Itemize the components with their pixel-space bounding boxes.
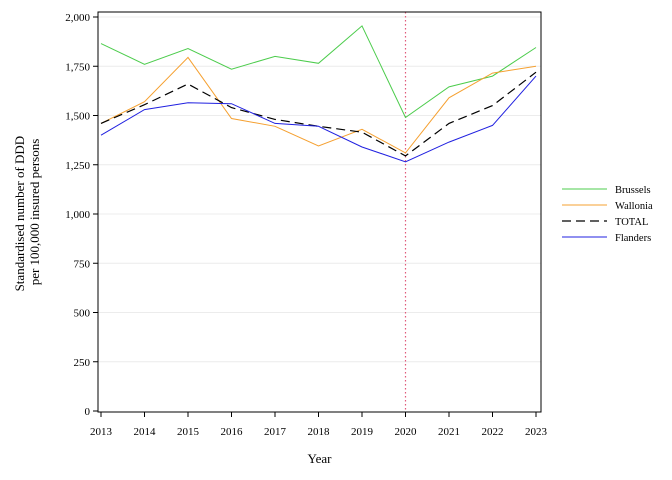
y-tick-label-8: 2,000	[65, 12, 90, 24]
y-tick-label-2: 500	[74, 308, 91, 320]
y-tick-label-0: 0	[85, 406, 91, 418]
series-line-brussels	[100, 25, 537, 119]
x-tick-label-2: 2015	[177, 426, 200, 438]
series-line-wallonia	[100, 56, 537, 154]
y-axis-title: Standardised number of DDD per 100,000 i…	[12, 133, 42, 292]
x-axis-title: Year	[308, 451, 333, 466]
legend: Brussels Wallonia TOTAL Flanders	[562, 185, 653, 244]
x-tick-label-8: 2021	[438, 426, 460, 438]
legend-label-total: TOTAL	[615, 217, 648, 228]
x-tick-label-5: 2018	[308, 426, 331, 438]
plot-frame	[97, 11, 542, 413]
y-tick-label-6: 1,500	[65, 111, 90, 123]
y-axis-title-line-2: per 100,000 insured persons	[27, 139, 42, 286]
x-tick-label-1: 2014	[134, 426, 157, 438]
y-tick-label-7: 1,750	[65, 61, 90, 73]
x-tick-label-10: 2023	[525, 426, 548, 438]
x-axis: 2013 2014 2015 2016 2017 2018 2019 2020 2021 2022…	[90, 412, 548, 438]
y-tick-label-1: 250	[74, 357, 91, 369]
x-tick-label-4: 2017	[264, 426, 287, 438]
x-tick-label-9: 2022	[482, 426, 504, 438]
series-line-flanders	[100, 75, 537, 163]
y-tick-label-4: 1,000	[65, 209, 90, 221]
series-line-total	[100, 71, 537, 157]
legend-label-flanders: Flanders	[615, 233, 651, 244]
y-tick-label-3: 750	[74, 258, 91, 270]
x-tick-label-7: 2020	[395, 426, 418, 438]
y-tick-label-5: 1,250	[65, 160, 90, 172]
x-tick-label-3: 2016	[221, 426, 244, 438]
legend-label-brussels: Brussels	[615, 185, 651, 196]
x-tick-label-6: 2019	[351, 426, 374, 438]
gridlines	[98, 16, 541, 363]
series-lines	[100, 25, 537, 163]
x-tick-label-0: 2013	[90, 426, 113, 438]
y-axis: 0 250 500 750 1,000 1,250 1,500 1,750 2,000	[65, 12, 98, 418]
y-axis-title-line-1: Standardised number of DDD	[12, 136, 27, 292]
legend-label-wallonia: Wallonia	[615, 201, 653, 212]
